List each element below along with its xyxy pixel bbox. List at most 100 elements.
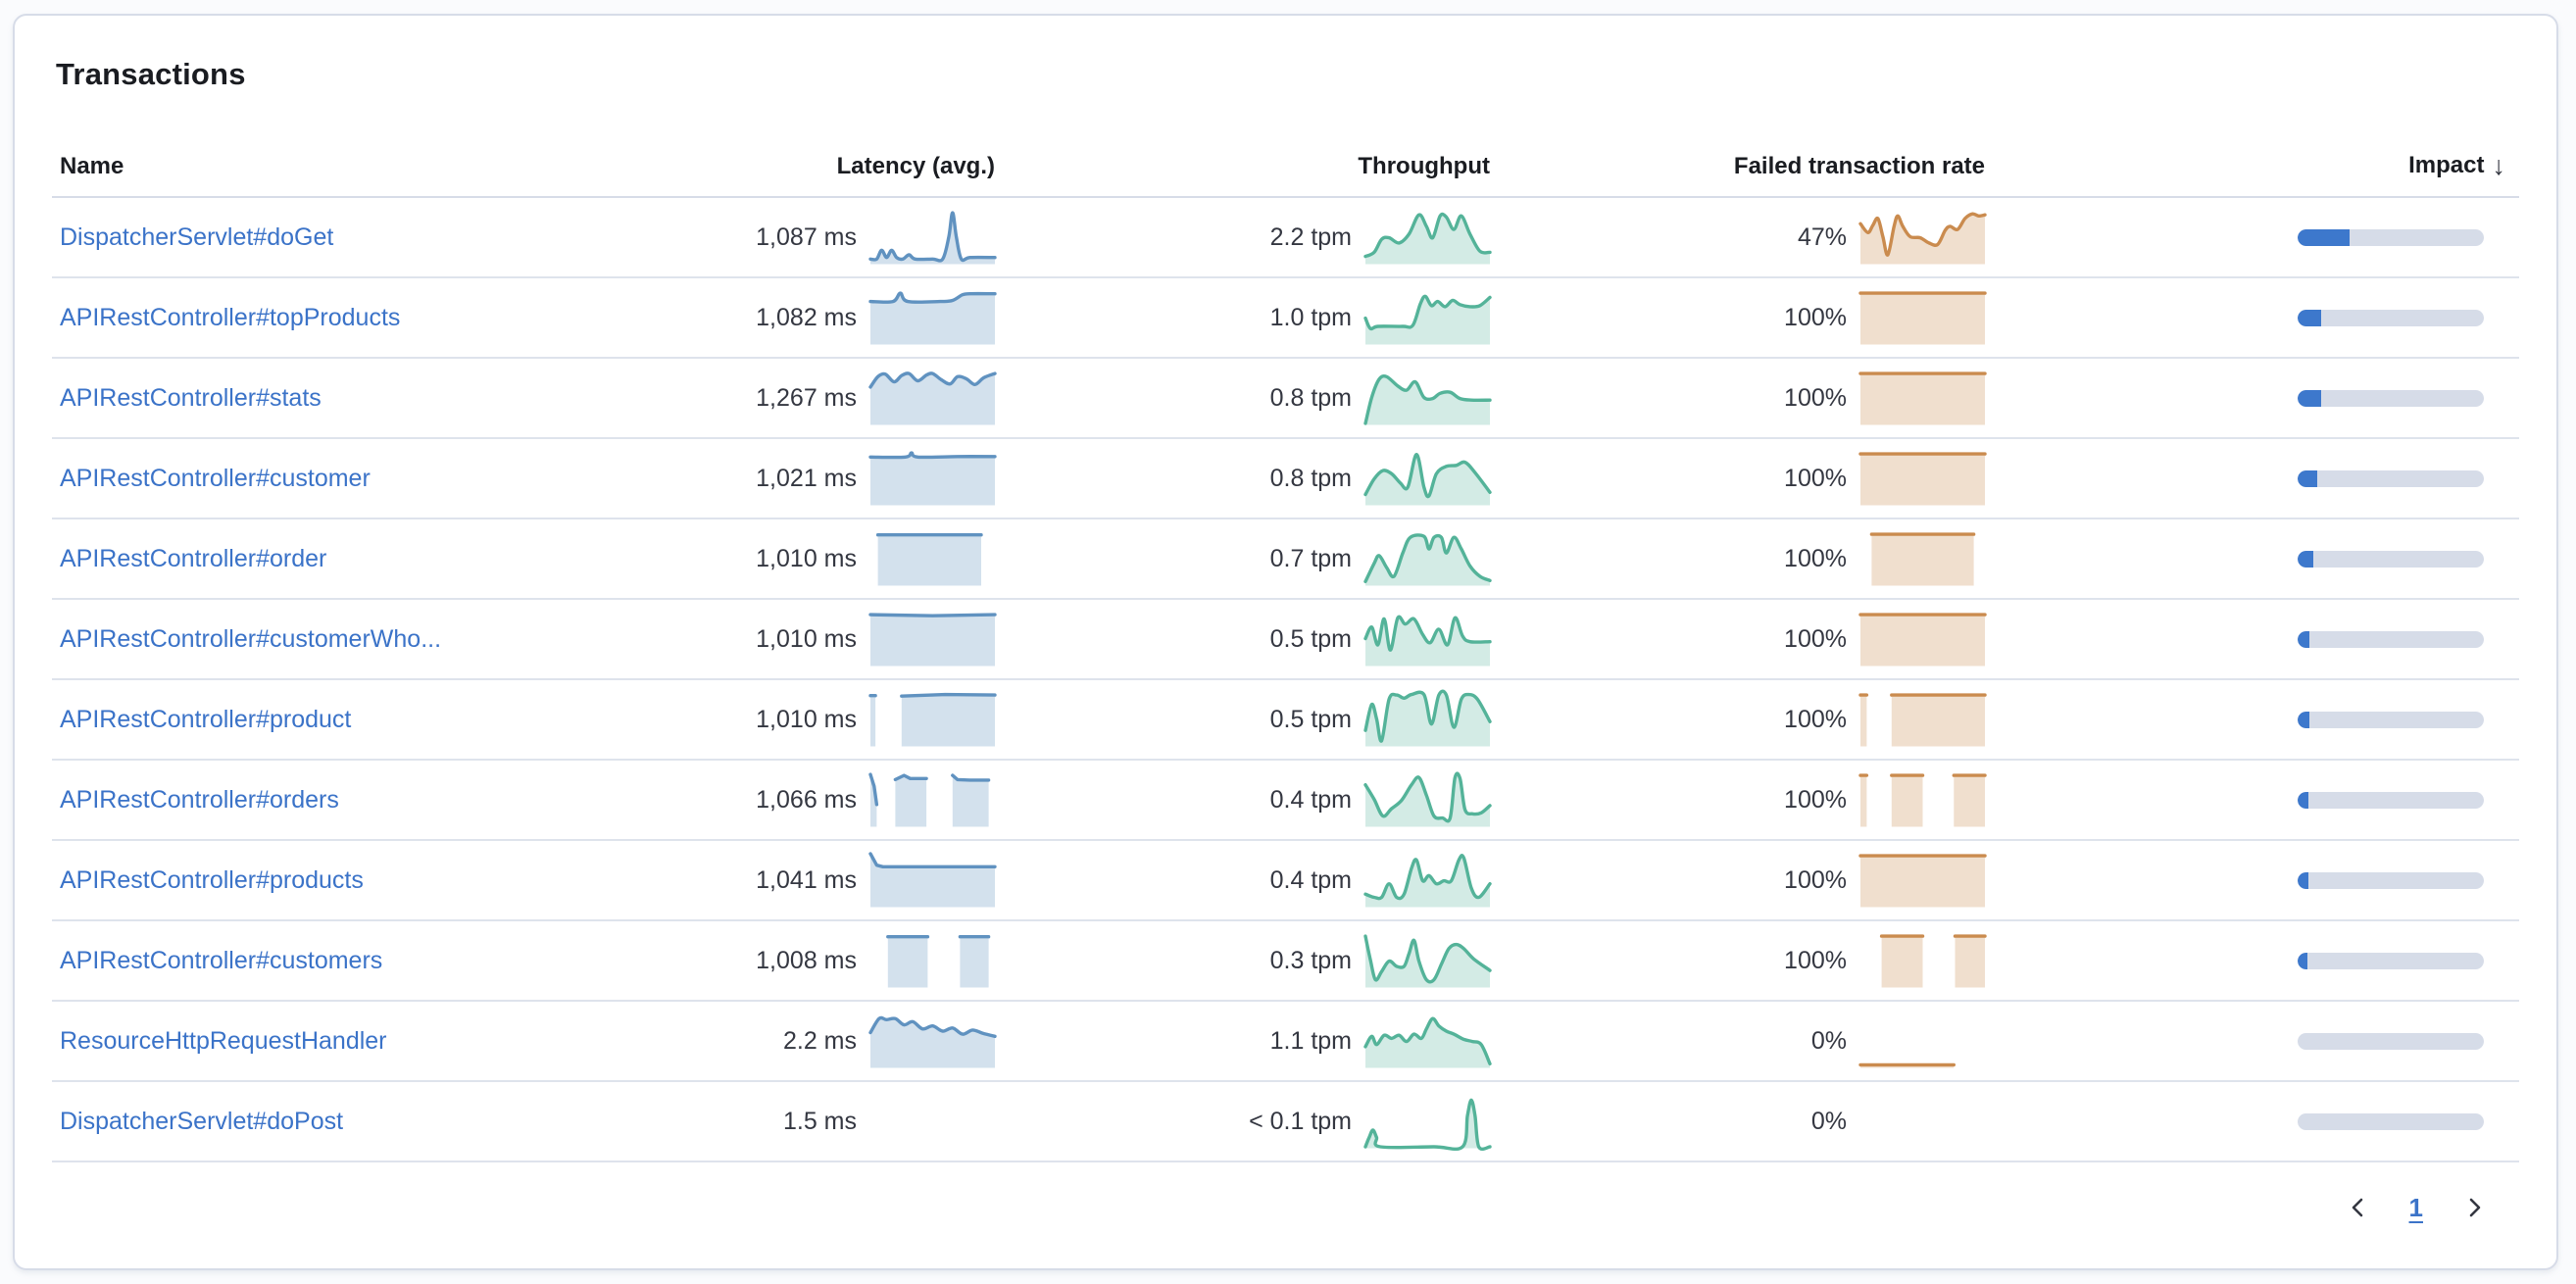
latency-sparkline bbox=[868, 692, 997, 748]
throughput-sparkline bbox=[1363, 290, 1492, 346]
failed-rate-sparkline bbox=[1858, 1013, 1985, 1069]
failed-rate-value: 100% bbox=[1784, 785, 1847, 814]
transaction-link[interactable]: APIRestController#customer bbox=[60, 464, 371, 492]
throughput-value: 0.3 tpm bbox=[1269, 946, 1352, 974]
failed-rate-sparkline bbox=[1858, 853, 1987, 909]
failed-rate-sparkline bbox=[1858, 612, 1987, 667]
failed-rate-sparkline bbox=[1858, 451, 1987, 507]
transaction-link[interactable]: APIRestController#products bbox=[60, 865, 364, 894]
throughput-value: < 0.1 tpm bbox=[1249, 1107, 1352, 1135]
transaction-link[interactable]: APIRestController#customers bbox=[60, 946, 383, 974]
transactions-panel: Transactions Name Latency (avg.) Through… bbox=[13, 14, 2558, 1270]
transaction-link[interactable]: APIRestController#stats bbox=[60, 383, 322, 412]
column-header-latency[interactable]: Latency (avg.) bbox=[836, 153, 995, 179]
transaction-link[interactable]: DispatcherServlet#doGet bbox=[60, 222, 334, 251]
previous-page-button[interactable] bbox=[2341, 1190, 2376, 1225]
latency-sparkline bbox=[868, 210, 997, 266]
transaction-link[interactable]: APIRestController#order bbox=[60, 544, 327, 572]
throughput-value: 0.7 tpm bbox=[1269, 544, 1352, 572]
table-header-row: Name Latency (avg.) Throughput Failed tr… bbox=[52, 114, 2519, 198]
column-header-throughput[interactable]: Throughput bbox=[1358, 153, 1490, 179]
throughput-value: 2.2 tpm bbox=[1269, 222, 1352, 251]
failed-rate-value: 100% bbox=[1784, 946, 1847, 974]
table-row: DispatcherServlet#doPost 1.5 ms < 0.1 tp… bbox=[52, 1082, 2519, 1162]
next-page-button[interactable] bbox=[2456, 1190, 2492, 1225]
impact-bar-fill bbox=[2298, 871, 2308, 889]
transaction-link[interactable]: DispatcherServlet#doPost bbox=[60, 1107, 344, 1135]
transaction-link[interactable]: APIRestController#product bbox=[60, 705, 352, 733]
failed-rate-sparkline bbox=[1858, 692, 1987, 748]
throughput-value: 1.0 tpm bbox=[1269, 303, 1352, 331]
impact-bar bbox=[2298, 871, 2484, 889]
table-row: APIRestController#orders 1,066 ms 0.4 tp… bbox=[52, 761, 2519, 841]
impact-bar-fill bbox=[2298, 550, 2313, 568]
latency-value: 1,010 ms bbox=[756, 705, 857, 733]
table-row: APIRestController#customer 1,021 ms 0.8 … bbox=[52, 439, 2519, 519]
failed-rate-value: 100% bbox=[1784, 624, 1847, 653]
impact-bar-fill bbox=[2298, 228, 2350, 246]
chevron-right-icon bbox=[2469, 1198, 2481, 1217]
sort-descending-icon: ↓ bbox=[2492, 151, 2506, 180]
throughput-sparkline bbox=[1363, 1013, 1492, 1069]
failed-rate-value: 0% bbox=[1810, 1107, 1847, 1135]
throughput-value: 0.5 tpm bbox=[1269, 624, 1352, 653]
chevron-left-icon bbox=[2352, 1198, 2362, 1217]
impact-bar-fill bbox=[2298, 389, 2321, 407]
throughput-value: 1.1 tpm bbox=[1269, 1026, 1352, 1055]
latency-value: 1,087 ms bbox=[756, 222, 857, 251]
failed-rate-value: 100% bbox=[1784, 464, 1847, 492]
table-row: APIRestController#stats 1,267 ms 0.8 tpm… bbox=[52, 359, 2519, 439]
failed-rate-sparkline bbox=[1858, 772, 1987, 828]
transaction-link[interactable]: APIRestController#customerWho... bbox=[60, 624, 442, 653]
column-header-name[interactable]: Name bbox=[60, 153, 124, 179]
failed-rate-value: 100% bbox=[1784, 865, 1847, 894]
table-row: APIRestController#customerWho... 1,010 m… bbox=[52, 600, 2519, 680]
latency-value: 2.2 ms bbox=[782, 1026, 857, 1055]
latency-sparkline bbox=[868, 612, 997, 667]
latency-sparkline bbox=[870, 531, 995, 587]
table-row: APIRestController#topProducts 1,082 ms 1… bbox=[52, 278, 2519, 359]
failed-rate-value: 100% bbox=[1784, 303, 1847, 331]
latency-sparkline bbox=[868, 370, 997, 426]
failed-rate-value: 100% bbox=[1784, 705, 1847, 733]
impact-bar bbox=[2298, 389, 2484, 407]
throughput-sparkline bbox=[1363, 210, 1492, 266]
latency-sparkline bbox=[868, 1013, 997, 1069]
impact-bar bbox=[2298, 1032, 2484, 1050]
latency-sparkline bbox=[868, 450, 997, 507]
table-row: APIRestController#order 1,010 ms 0.7 tpm… bbox=[52, 519, 2519, 600]
failed-rate-sparkline bbox=[1860, 1094, 1985, 1150]
panel-title: Transactions bbox=[56, 57, 246, 91]
latency-value: 1,010 ms bbox=[756, 624, 857, 653]
throughput-value: 0.8 tpm bbox=[1269, 383, 1352, 412]
latency-sparkline bbox=[868, 771, 995, 828]
impact-bar-fill bbox=[2298, 309, 2321, 326]
throughput-sparkline bbox=[1363, 370, 1492, 426]
table-row: ResourceHttpRequestHandler 2.2 ms 1.1 tp… bbox=[52, 1002, 2519, 1082]
latency-value: 1.5 ms bbox=[782, 1107, 857, 1135]
table-body: DispatcherServlet#doGet 1,087 ms 2.2 tpm… bbox=[52, 198, 2519, 1162]
throughput-value: 0.4 tpm bbox=[1269, 785, 1352, 814]
latency-value: 1,010 ms bbox=[756, 544, 857, 572]
transaction-link[interactable]: APIRestController#orders bbox=[60, 785, 339, 814]
column-header-failed-rate[interactable]: Failed transaction rate bbox=[1733, 153, 1985, 179]
throughput-sparkline bbox=[1363, 853, 1492, 909]
throughput-value: 0.5 tpm bbox=[1269, 705, 1352, 733]
latency-value: 1,267 ms bbox=[756, 383, 857, 412]
throughput-sparkline bbox=[1363, 612, 1492, 667]
transaction-link[interactable]: ResourceHttpRequestHandler bbox=[60, 1026, 387, 1055]
throughput-sparkline bbox=[1363, 1094, 1492, 1151]
column-header-impact[interactable]: Impact ↓ bbox=[2408, 151, 2506, 180]
impact-bar-fill bbox=[2298, 952, 2307, 969]
impact-bar bbox=[2298, 711, 2484, 728]
latency-value: 1,082 ms bbox=[756, 303, 857, 331]
transaction-link[interactable]: APIRestController#topProducts bbox=[60, 303, 401, 331]
page-number-button[interactable]: 1 bbox=[2405, 1191, 2427, 1225]
table-row: APIRestController#products 1,041 ms 0.4 … bbox=[52, 841, 2519, 921]
throughput-value: 0.8 tpm bbox=[1269, 464, 1352, 492]
failed-rate-value: 100% bbox=[1784, 544, 1847, 572]
latency-value: 1,008 ms bbox=[756, 946, 857, 974]
failed-rate-value: 100% bbox=[1784, 383, 1847, 412]
latency-value: 1,041 ms bbox=[756, 865, 857, 894]
impact-bar bbox=[2298, 550, 2484, 568]
